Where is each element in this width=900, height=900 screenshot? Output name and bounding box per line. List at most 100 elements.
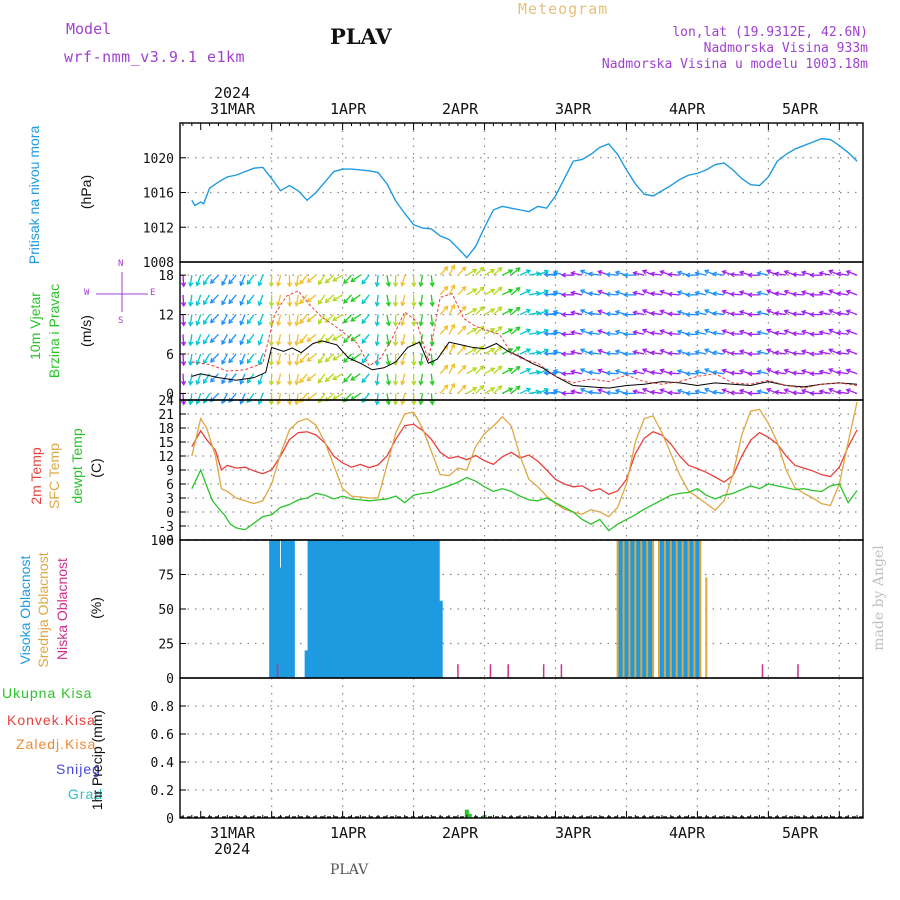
wind-arrowhead	[276, 301, 282, 307]
wind-arrowhead	[209, 357, 215, 363]
cloud-bar-high	[618, 540, 624, 678]
wind-arrow	[401, 314, 406, 326]
wind-arrowhead	[756, 310, 762, 316]
wind-arrowhead	[783, 368, 789, 374]
wind-arrow	[246, 393, 255, 403]
wind-arrow	[203, 333, 211, 344]
wind-arrowhead	[579, 348, 585, 354]
wind-arrowhead	[188, 321, 194, 327]
wind-arrowhead	[343, 298, 349, 304]
wind-arrowhead	[418, 400, 424, 406]
wind-arrowhead	[552, 369, 558, 375]
wind-arrowhead	[374, 400, 380, 406]
wind-arrowhead	[429, 361, 435, 367]
wind-arrowhead	[845, 269, 851, 275]
wind-arrowhead	[461, 305, 467, 311]
compass-east: E	[150, 288, 156, 298]
wind-arrowhead	[649, 370, 655, 376]
cloud-bar-high	[414, 540, 420, 678]
wind-arrowhead	[472, 367, 478, 372]
wind-arrow	[376, 294, 379, 306]
cloud-bar-high	[354, 540, 360, 678]
wind-arrow	[386, 353, 390, 365]
wind-arrowhead	[306, 356, 312, 362]
wind-arrowhead	[703, 328, 710, 334]
wind-arrowhead	[228, 318, 234, 324]
wind-arrowhead	[418, 282, 424, 288]
wind-arrowhead	[361, 279, 367, 285]
wind-arrowhead	[268, 400, 274, 406]
wind-arrowhead	[721, 269, 727, 275]
wind-arrow	[519, 309, 531, 316]
wind-arrowhead	[809, 292, 815, 298]
wind-arrowhead	[400, 340, 406, 347]
wind-arrowhead	[374, 321, 380, 327]
cloud-bar-low	[761, 664, 764, 678]
wind-arrowhead	[257, 301, 263, 307]
wind-arrowhead	[605, 271, 611, 278]
wind-arrow	[484, 367, 495, 375]
wind-arrow	[419, 294, 424, 306]
wind-arrow	[277, 373, 282, 385]
wind-arrow	[466, 387, 477, 394]
wind-arrow	[350, 392, 361, 401]
wind-arrow	[299, 353, 308, 363]
wind-arrow	[571, 331, 583, 335]
wind-arrowhead	[276, 400, 282, 406]
wind-arrow	[182, 275, 185, 287]
wind-arrowhead	[685, 311, 691, 318]
wind-arrowhead	[800, 369, 807, 375]
wind-arrow	[588, 371, 600, 375]
wind-arrow	[246, 294, 255, 305]
wind-arrowhead	[361, 319, 367, 325]
cloud-bar-high	[286, 540, 292, 678]
wind-arrow	[837, 391, 849, 395]
wind-arrowhead	[332, 316, 338, 321]
wind-arrow	[228, 353, 237, 363]
wind-arrow	[757, 370, 769, 375]
wind-arrowhead	[766, 289, 772, 295]
wind-arrowhead	[317, 358, 323, 365]
wind-arrowhead	[343, 338, 349, 344]
wind-arrowhead	[756, 270, 762, 277]
wind-arrowhead	[836, 330, 842, 336]
wind-arrow	[792, 352, 804, 355]
wind-arrowhead	[299, 299, 305, 305]
wind-arrowhead	[791, 350, 797, 357]
cloud-bar-mid	[640, 540, 643, 678]
wind-arrowhead	[756, 369, 762, 375]
wind-arrow	[189, 393, 193, 405]
wind-arrowhead	[443, 384, 449, 390]
wind-arrowhead	[766, 328, 772, 334]
wind-arrow	[189, 334, 193, 346]
cloud-bar-high	[431, 540, 437, 678]
wind-arrowhead	[729, 370, 735, 376]
wind-arrowhead	[659, 269, 665, 275]
meteogram-title: Meteogram	[518, 0, 609, 18]
location-text: lon,lat (19.9312E, 42.6N)	[672, 25, 868, 40]
wind-arrow	[544, 352, 556, 355]
wind-arrow	[343, 373, 352, 383]
wind-arrowhead	[203, 379, 208, 385]
wind-arrow	[819, 351, 831, 355]
wind-arrowhead	[543, 291, 549, 297]
wind-arrowhead	[560, 272, 567, 278]
wind-arrowhead	[287, 361, 293, 367]
wind-arrow	[228, 333, 237, 344]
wind-arrowhead	[694, 349, 700, 355]
wind-arrowhead	[632, 389, 638, 395]
wind-arrow	[519, 329, 531, 335]
wind-arrow	[307, 333, 317, 342]
wind-arrowhead	[729, 311, 735, 317]
wind-arrowhead	[294, 282, 300, 288]
wind-arrowhead	[400, 321, 406, 327]
wind-arrowhead	[239, 399, 245, 405]
wind-arrowhead	[239, 340, 245, 346]
wind-arrowhead	[641, 348, 648, 354]
wind-arrowhead	[552, 388, 558, 394]
wind-arrow	[775, 371, 787, 375]
wind-arrow	[668, 293, 680, 296]
cloud-bar-mid	[687, 540, 690, 678]
wind-arrow	[318, 353, 326, 364]
wind-arrowhead	[570, 349, 576, 355]
